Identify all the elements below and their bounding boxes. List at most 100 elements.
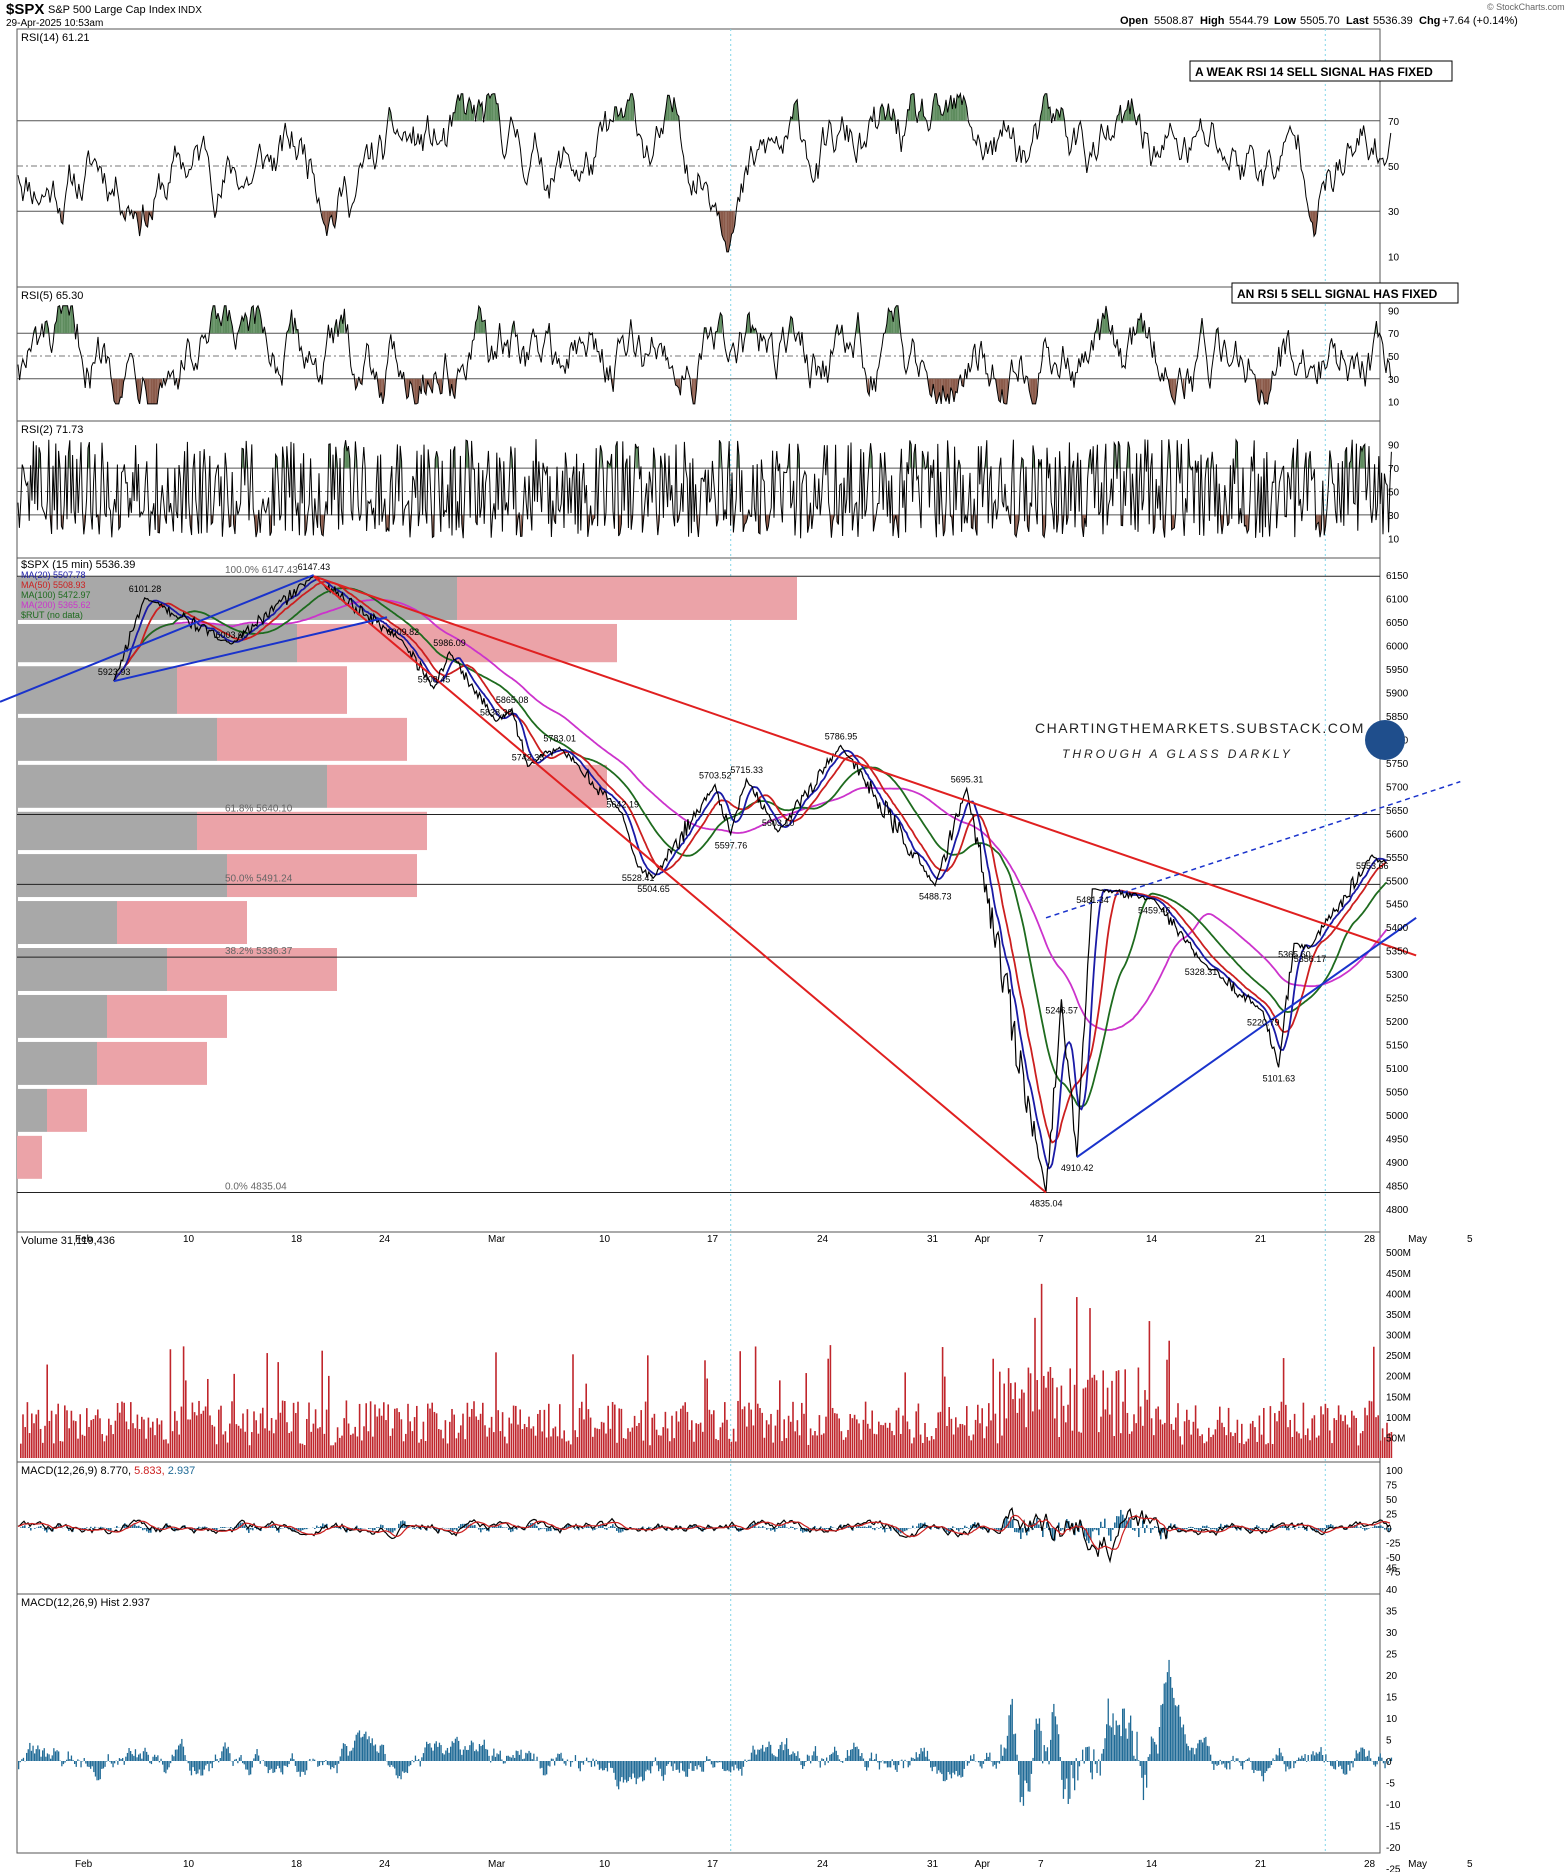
macd-histogram-bar — [844, 1524, 846, 1528]
rsi-overbought-fill — [469, 97, 471, 121]
hist-bar — [706, 1756, 708, 1761]
hist-bar — [571, 1761, 573, 1763]
hist-bar — [821, 1758, 823, 1761]
hist-bar — [731, 1761, 733, 1767]
rsi-overbought-fill — [1043, 93, 1046, 121]
macd-histogram-bar — [390, 1528, 392, 1533]
price-tick-label: 6050 — [1386, 618, 1409, 629]
macd-histogram-bar — [934, 1526, 936, 1528]
volume-bar — [1304, 1435, 1307, 1458]
high-value: 5544.79 — [1229, 15, 1269, 27]
hist-bar — [1261, 1761, 1263, 1777]
hist-bar — [1208, 1746, 1210, 1761]
hist-bar — [930, 1761, 932, 1768]
macd-histogram-bar — [458, 1526, 460, 1528]
hist-bar — [1184, 1734, 1186, 1761]
volume-bar — [1012, 1399, 1014, 1458]
hist-bar — [264, 1761, 266, 1767]
volume-bar — [924, 1423, 926, 1458]
hist-bar — [616, 1761, 618, 1787]
hist-bar — [768, 1741, 770, 1761]
hist-bar — [973, 1754, 975, 1761]
macd-histogram-bar — [190, 1528, 192, 1530]
macd-histogram-bar — [1022, 1528, 1024, 1533]
price-tick-label: 5400 — [1386, 923, 1409, 934]
hist-bar — [168, 1761, 170, 1768]
macd-histogram-bar — [908, 1528, 910, 1529]
hist-bar — [248, 1761, 250, 1776]
hist-bar — [1125, 1728, 1127, 1761]
price-point-label: 5703.52 — [699, 771, 732, 781]
hist-bar — [1368, 1750, 1370, 1761]
hist-bar — [581, 1761, 583, 1763]
volume-bar — [365, 1403, 367, 1458]
hist-bar — [154, 1754, 156, 1761]
volume-profile-bar — [17, 854, 227, 898]
rsi-overbought-fill — [667, 95, 670, 121]
hist-bar — [1037, 1723, 1039, 1761]
hist-bar — [904, 1759, 906, 1761]
hist-bar — [518, 1754, 521, 1761]
macd-histogram-bar — [874, 1528, 876, 1531]
rsi-oversold-fill — [1266, 378, 1268, 404]
volume-bar — [922, 1442, 924, 1458]
hist-bar — [874, 1759, 876, 1761]
hist-bar — [885, 1761, 887, 1764]
volume-bar — [1095, 1380, 1098, 1458]
volume-bar — [1337, 1405, 1340, 1458]
volume-bar — [398, 1412, 400, 1458]
macd-histogram-bar — [1294, 1528, 1296, 1530]
hist-bar — [779, 1744, 781, 1761]
rsi-overbought-fill — [67, 305, 70, 334]
volume-bar — [264, 1428, 266, 1458]
volume-bar — [673, 1438, 675, 1458]
volume-bar — [836, 1413, 838, 1458]
volume-bar — [20, 1443, 22, 1458]
hist-bar — [218, 1761, 220, 1763]
hist-bar — [667, 1761, 669, 1765]
hist-bar — [1178, 1704, 1180, 1761]
hist-bar — [552, 1758, 554, 1761]
volume-bar — [1379, 1440, 1382, 1458]
hist-bar — [306, 1761, 308, 1771]
hist-bar — [1155, 1744, 1157, 1761]
rsi-tick-label: 90 — [1388, 306, 1400, 317]
volume-bar — [235, 1424, 238, 1458]
macd-histogram-bar — [1328, 1524, 1330, 1528]
volume-bar — [552, 1428, 554, 1458]
volume-bar — [61, 1441, 64, 1458]
volume-bar — [541, 1431, 543, 1458]
macd-histogram-bar — [142, 1528, 144, 1531]
volume-bar — [103, 1441, 106, 1458]
volume-bar — [363, 1426, 365, 1458]
signal-annotation: A WEAK RSI 14 SELL SIGNAL HAS FIXED — [1195, 65, 1433, 79]
hist-bar — [742, 1761, 745, 1767]
rsi-tick-label: 50 — [1388, 352, 1400, 363]
macd-histogram-bar — [650, 1527, 652, 1528]
hist-bar — [1040, 1730, 1042, 1761]
rsi-oversold-fill — [139, 211, 142, 237]
volume-bar — [99, 1418, 101, 1458]
macd-histogram-bar — [84, 1528, 86, 1530]
hist-bar — [845, 1757, 847, 1761]
hist-tick-label: 25 — [1386, 1650, 1398, 1661]
hist-bar — [451, 1741, 453, 1761]
volume-bar — [1120, 1433, 1122, 1458]
hist-bar — [1152, 1738, 1154, 1761]
volume-bar — [1263, 1407, 1265, 1458]
volume-bar — [1036, 1380, 1038, 1458]
hist-bar — [1243, 1761, 1245, 1763]
hist-bar — [1293, 1761, 1295, 1769]
volume-bar — [345, 1400, 348, 1458]
hist-bar — [664, 1761, 666, 1775]
volume-bar — [134, 1428, 136, 1458]
rsi-oversold-fill — [1171, 378, 1174, 401]
volume-bar — [1115, 1371, 1118, 1458]
rsi-overbought-fill — [494, 93, 497, 121]
macd-histogram-bar — [496, 1527, 498, 1528]
volume-bar — [763, 1437, 766, 1458]
fibonacci-level-label: 100.0% 6147.43 — [225, 565, 298, 576]
macd-histogram-bar — [240, 1522, 242, 1528]
volume-bar — [653, 1413, 656, 1458]
